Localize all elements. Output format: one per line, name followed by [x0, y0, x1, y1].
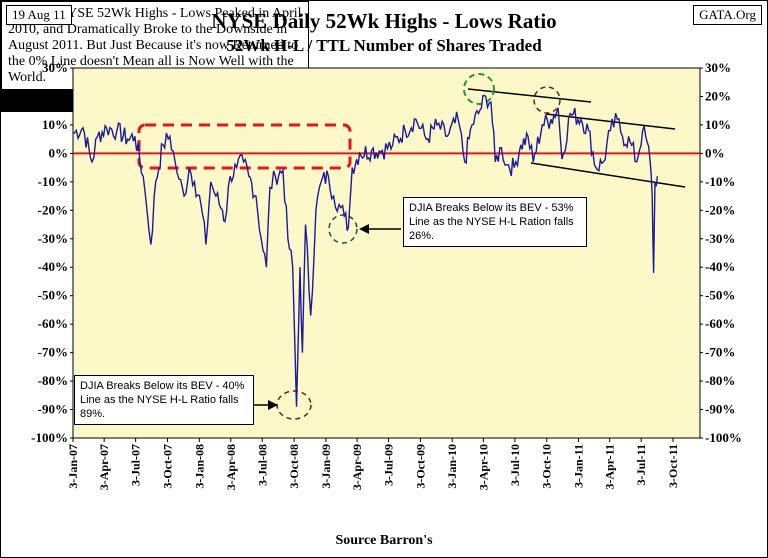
x-tick-label: 3-Apr-11: [603, 444, 617, 490]
y-tick-left: -50%: [38, 288, 68, 303]
y-tick-left: -70%: [38, 345, 68, 360]
x-tick-label: 3-Oct-11: [666, 444, 680, 488]
y-tick-left: -90%: [38, 402, 68, 417]
y-tick-right: -30%: [705, 231, 735, 246]
x-tick-label: 3-Apr-10: [476, 444, 490, 490]
annotation-djia-break-1: DJIA Breaks Below its BEV - 53% Line as …: [403, 197, 587, 247]
trend-line-upper-2: [545, 113, 676, 130]
trend-line-lower: [530, 162, 686, 188]
x-tick-label: 3-Oct-10: [540, 444, 554, 489]
y-tick-right: -100%: [705, 430, 742, 445]
y-tick-right: -60%: [705, 316, 735, 331]
y-tick-right: -40%: [705, 259, 735, 274]
x-tick-label: 3-Jul-08: [255, 444, 269, 486]
series-line: [72, 94, 659, 407]
x-tick-label: 3-Apr-08: [224, 444, 238, 490]
chart-subtitle: 52Wk H-L / TTL Number of Shares Traded: [226, 36, 542, 55]
peak-circle-green: [463, 73, 495, 105]
x-tick-label: 3-Jul-10: [508, 444, 522, 486]
y-tick-left: -20%: [38, 202, 68, 217]
x-tick-label: 3-Oct-07: [160, 444, 174, 489]
x-tick-label: 3-Apr-09: [350, 444, 364, 490]
y-tick-right: 30%: [705, 60, 731, 75]
y-tick-right: -90%: [705, 402, 735, 417]
arrow-head-djia-2: [268, 400, 278, 410]
x-tick-label: 3-Jul-07: [129, 444, 143, 486]
x-tick-label: 3-Jan-07: [66, 444, 80, 489]
peak-circle-brown: [533, 86, 561, 114]
y-tick-left: -60%: [38, 316, 68, 331]
y-tick-left: -30%: [38, 231, 68, 246]
source-site-label: GATA.Org: [693, 5, 762, 25]
y-axis-right: 30% 20% 10% 0% -10% -20% -30% -40% -50% -60% -70% -…: [700, 60, 742, 445]
y-tick-right: -80%: [705, 373, 735, 388]
low-circle-teal: [328, 214, 358, 244]
x-tick-label: 3-Jan-09: [319, 444, 333, 489]
y-tick-left: -80%: [38, 373, 68, 388]
y-tick-left: 30%: [42, 60, 68, 75]
y-axis-left: 30% 20% 10% 0% -10% -20% -30% -40% -50% -60% -70% -…: [31, 60, 73, 445]
y-tick-left: 10%: [42, 117, 68, 132]
y-tick-right: 0%: [705, 145, 725, 160]
y-tick-left: -100%: [31, 430, 68, 445]
y-tick-left: 0%: [49, 145, 69, 160]
y-tick-right: 10%: [705, 117, 731, 132]
date-label: 19 Aug 11: [6, 5, 72, 25]
x-tick-label: 3-Oct-08: [287, 444, 301, 489]
main-note-text: The Net NYSE 52Wk Highs - Lows Peaked in…: [8, 6, 302, 85]
x-tick-label: 3-Oct-09: [413, 444, 427, 489]
y-tick-right: -20%: [705, 202, 735, 217]
x-tick-label: 3-Jan-10: [445, 444, 459, 489]
trend-line-upper-1: [467, 88, 592, 103]
x-axis: 3-Jan-07 3-Apr-07 3-Jul-07 3-Oct-07 3-Jan-08…: [66, 438, 680, 490]
y-tick-right: -70%: [705, 345, 735, 360]
y-tick-left: -40%: [38, 259, 68, 274]
x-axis-label: Source Barron's: [335, 533, 433, 548]
y-tick-left: 20%: [42, 88, 68, 103]
annotation-djia-break-2: DJIA Breaks Below its BEV - 40% Line as …: [74, 375, 254, 425]
x-tick-label: 3-Apr-07: [97, 444, 111, 490]
y-tick-left: -10%: [38, 174, 68, 189]
x-tick-label: 3-Jan-11: [572, 444, 586, 488]
x-tick-label: 3-Jan-08: [192, 444, 206, 489]
arrow-head-djia-1: [359, 224, 369, 234]
y-tick-right: -10%: [705, 174, 735, 189]
chart-title: NYSE Daily 52Wk Highs - Lows Ratio: [211, 9, 556, 33]
x-tick-label: 3-Jul-09: [382, 444, 396, 486]
y-tick-right: -50%: [705, 288, 735, 303]
y-tick-right: 20%: [705, 88, 731, 103]
x-tick-label: 3-Jul-11: [634, 444, 648, 485]
